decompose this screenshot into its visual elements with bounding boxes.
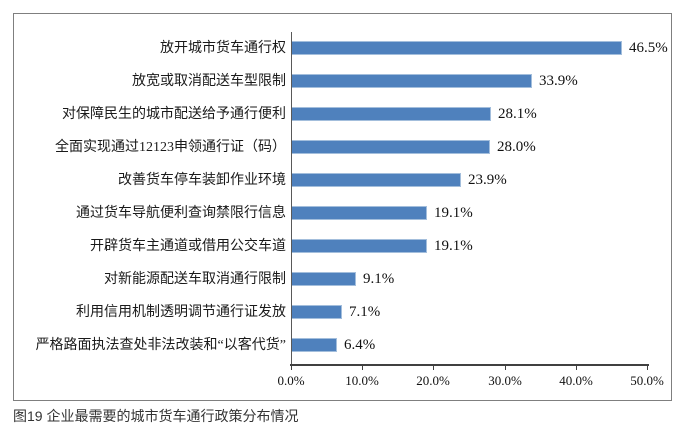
x-axis-line (290, 364, 649, 366)
bar (291, 140, 490, 154)
bar (291, 272, 356, 286)
y-axis-line (291, 32, 292, 365)
value-label: 28.1% (498, 106, 537, 122)
value-label: 7.1% (349, 304, 381, 320)
x-tick-label: 30.0% (488, 373, 522, 388)
value-label: 46.5% (629, 40, 668, 56)
x-tick (576, 366, 577, 370)
bar (291, 206, 427, 220)
value-label: 9.1% (363, 271, 395, 287)
value-label: 23.9% (468, 172, 507, 188)
x-tick-label: 50.0% (630, 373, 664, 388)
x-tick-label: 10.0% (345, 373, 379, 388)
category-label: 通过货车导航便利查询禁限行信息 (76, 206, 286, 221)
category-label: 全面实现通过12123申领通行证（码） (55, 140, 286, 155)
category-label: 放宽或取消配送车型限制 (132, 74, 286, 89)
x-tick-label: 40.0% (559, 373, 593, 388)
value-label: 6.4% (344, 337, 376, 353)
category-label: 利用信用机制透明调节通行证发放 (76, 305, 286, 320)
category-label: 对新能源配送车取消通行限制 (104, 272, 286, 287)
value-label: 19.1% (434, 238, 473, 254)
bar (291, 173, 461, 187)
x-tick-label: 20.0% (416, 373, 450, 388)
value-label: 19.1% (434, 205, 473, 221)
bar (291, 107, 491, 121)
x-tick (291, 366, 292, 370)
bar (291, 239, 427, 253)
bar (291, 305, 342, 319)
x-tick (505, 366, 506, 370)
x-tick-label: 0.0% (277, 373, 305, 388)
category-label: 放开城市货车通行权 (160, 41, 286, 56)
x-tick (433, 366, 434, 370)
bar (291, 338, 337, 352)
value-label: 33.9% (539, 73, 578, 89)
figure-caption: 图19 企业最需要的城市货车通行政策分布情况 (13, 408, 299, 424)
category-label: 改善货车停车装卸作业环境 (118, 173, 286, 188)
bar (291, 41, 622, 55)
value-label: 28.0% (497, 139, 536, 155)
category-label: 开辟货车主通道或借用公交车道 (90, 239, 286, 254)
category-label: 对保障民生的城市配送给予通行便利 (62, 107, 286, 122)
chart-container: 放开城市货车通行权 46.5% 放宽或取消配送车型限制 33.9% 对保障民生的城市配送… (13, 13, 672, 401)
category-label: 严格路面执法查处非法改装和“以客代货” (35, 338, 286, 353)
x-tick (647, 366, 648, 370)
bar (291, 74, 532, 88)
x-tick (362, 366, 363, 370)
